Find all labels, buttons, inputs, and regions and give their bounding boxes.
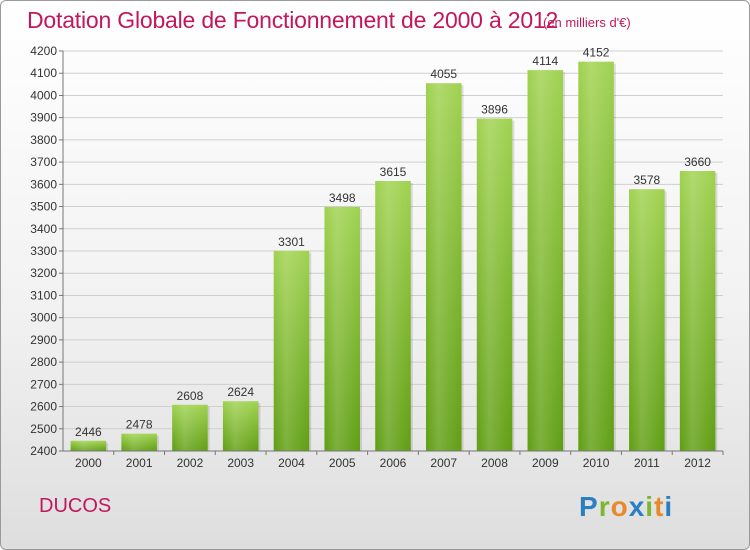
x-tick-label: 2009	[532, 456, 559, 470]
x-tick-label: 2008	[481, 456, 508, 470]
logo-letter: o	[610, 491, 629, 522]
bar-highlight	[70, 440, 107, 451]
data-label: 2446	[75, 425, 102, 439]
y-tick-label: 2400	[30, 444, 57, 458]
y-tick-label: 2800	[30, 355, 57, 369]
y-tick-label: 3300	[30, 244, 57, 258]
bar-highlight	[629, 189, 665, 451]
x-tick-label: 2012	[684, 456, 711, 470]
x-tick-label: 2006	[380, 456, 407, 470]
y-tick-label: 2700	[30, 377, 57, 391]
y-tick-label: 3000	[30, 311, 57, 325]
bar-highlight	[222, 401, 259, 451]
data-label: 2624	[227, 385, 254, 399]
y-tick-label: 3600	[30, 177, 57, 191]
data-label: 2608	[177, 389, 204, 403]
bar-highlight	[426, 83, 462, 451]
logo-letter: P	[579, 491, 599, 522]
bar-highlight	[324, 207, 360, 451]
chart-title: Dotation Globale de Fonctionnement de 20…	[27, 7, 559, 33]
y-tick-label: 3400	[30, 222, 57, 236]
y-tick-label: 3800	[30, 133, 57, 147]
logo-letter: i	[664, 491, 674, 522]
logo-letter: x	[628, 491, 646, 522]
y-tick-label: 3200	[30, 266, 57, 280]
data-label: 3301	[278, 235, 305, 249]
commune-name: DUCOS	[39, 495, 112, 517]
bar-highlight	[273, 250, 310, 451]
proxiti-logo: Proxiti	[579, 491, 673, 523]
x-tick-label: 2011	[634, 456, 660, 470]
bar-highlight	[375, 181, 411, 451]
data-label: 4055	[430, 67, 457, 81]
y-tick-label: 2900	[30, 333, 57, 347]
axes: 2400 2500 2600 2700 2800 2900 3000 3100 3200 3300…	[30, 44, 724, 470]
x-tick-label: 2005	[329, 456, 356, 470]
bar-highlight	[578, 61, 614, 452]
x-tick-label: 2010	[583, 456, 610, 470]
units-label: (en milliers d'€)	[543, 15, 631, 30]
y-tick-label: 4100	[30, 66, 57, 80]
data-label: 4114	[532, 54, 558, 68]
y-tick-label: 2500	[30, 422, 57, 436]
x-tick-label: 2004	[278, 456, 305, 470]
data-label: 3498	[329, 191, 356, 205]
x-tick-label: 2007	[430, 456, 457, 470]
y-tick-label: 3900	[30, 111, 57, 125]
bar-highlight	[476, 118, 513, 452]
data-label: 2478	[126, 418, 153, 432]
bar-highlight	[172, 404, 208, 451]
data-label: 3896	[481, 103, 508, 117]
bar-chart: 2400 2500 2600 2700 2800 2900 3000 3100 3200 3300…	[30, 44, 724, 470]
y-tick-label: 4000	[30, 88, 57, 102]
y-tick-label: 2600	[30, 400, 57, 414]
logo-letter: t	[654, 491, 665, 522]
x-tick-label: 2003	[227, 456, 254, 470]
bars	[70, 61, 718, 452]
data-labels: 2446 2478 2608 2624 3301 3498 3615 4055 3896 4114…	[75, 46, 711, 439]
logo-letter: r	[598, 491, 611, 522]
data-label: 3578	[633, 173, 660, 187]
bar-highlight	[527, 70, 564, 451]
y-tick-label: 4200	[30, 44, 57, 58]
data-label: 3660	[684, 155, 711, 169]
logo-letter: i	[645, 491, 655, 522]
x-tick-label: 2000	[75, 456, 102, 470]
bar-highlight	[121, 433, 157, 451]
x-tick-label: 2001	[126, 456, 153, 470]
x-tick-label: 2002	[177, 456, 204, 470]
bar-highlight	[679, 171, 716, 451]
data-label: 4152	[583, 46, 610, 60]
data-label: 3615	[380, 165, 407, 179]
y-tick-label: 3700	[30, 155, 57, 169]
y-tick-label: 3500	[30, 200, 57, 214]
y-tick-label: 3100	[30, 288, 57, 302]
